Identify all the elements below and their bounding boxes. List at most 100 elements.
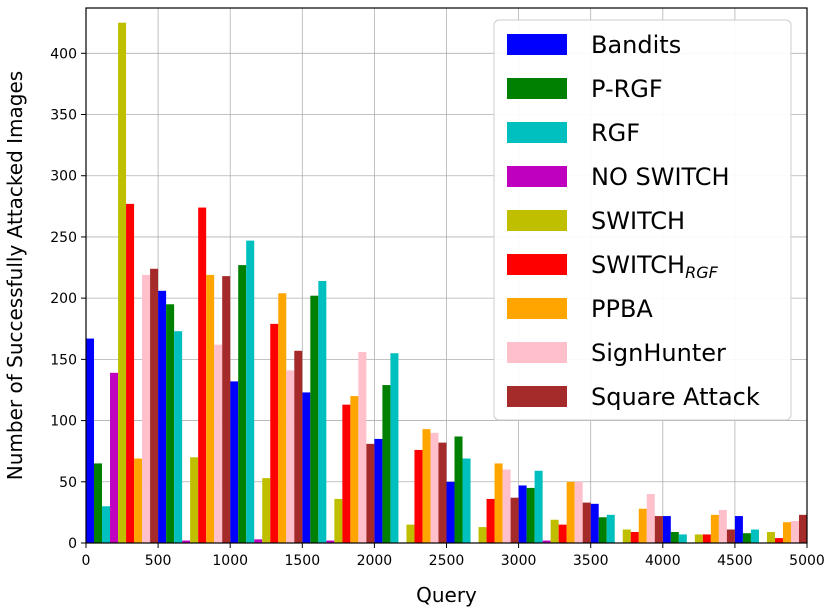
- x-tick-label: 3500: [573, 553, 609, 569]
- bar-switch-rgf: [774, 538, 783, 543]
- bar-square-attack: [798, 514, 807, 543]
- bar-square-attack: [582, 502, 591, 543]
- bar-switch-rgf: [558, 524, 567, 543]
- y-tick-label: 50: [59, 475, 77, 491]
- y-tick-label: 100: [50, 414, 77, 430]
- bar-rgf: [246, 240, 255, 543]
- bar-ppba: [278, 293, 287, 543]
- bar-ppba: [494, 463, 503, 543]
- bar-p-rgf: [742, 533, 751, 543]
- legend-label: Bandits: [591, 31, 681, 59]
- x-tick-label: 2000: [357, 553, 393, 569]
- bar-switch-rgf: [486, 498, 495, 543]
- bar-p-rgf: [454, 436, 463, 543]
- legend-swatch: [507, 386, 567, 407]
- legend-label: RGF: [591, 119, 640, 147]
- bar-p-rgf: [670, 531, 679, 543]
- bar-square-attack: [438, 442, 447, 543]
- bar-switch: [478, 527, 487, 543]
- legend-swatch: [507, 342, 567, 363]
- bar-signhunter: [574, 481, 583, 543]
- legend-label-text: P-RGF: [591, 75, 663, 103]
- legend-swatch: [507, 298, 567, 319]
- legend-swatch: [507, 122, 567, 143]
- bar-ppba: [566, 481, 575, 543]
- bar-square-attack: [150, 268, 159, 543]
- y-tick-label: 0: [68, 536, 77, 552]
- bar-bandits: [446, 481, 455, 543]
- legend-box: [493, 19, 792, 421]
- y-tick-label: 400: [50, 46, 77, 62]
- bar-bandits: [662, 516, 671, 543]
- bar-ppba: [782, 522, 791, 543]
- bar-p-rgf: [598, 517, 607, 543]
- legend-label: NO SWITCH: [591, 163, 730, 191]
- bar-ppba: [134, 458, 143, 543]
- bar-no-switch: [254, 539, 263, 543]
- x-tick-label: 1000: [212, 553, 248, 569]
- bar-ppba: [206, 274, 215, 543]
- bar-square-attack: [510, 497, 519, 543]
- bar-switch: [694, 534, 703, 543]
- y-tick-label: 350: [50, 108, 77, 124]
- bar-signhunter: [142, 274, 151, 543]
- bar-square-attack: [222, 276, 231, 543]
- bar-ppba: [710, 514, 719, 543]
- bar-signhunter: [718, 509, 727, 543]
- bar-signhunter: [430, 432, 439, 543]
- bar-no-switch: [542, 540, 551, 543]
- bar-rgf: [102, 506, 111, 543]
- bar-switch: [262, 478, 271, 543]
- x-tick-label: 0: [82, 553, 91, 569]
- legend-swatch: [507, 210, 567, 231]
- legend-label-text: SWITCH: [591, 251, 685, 279]
- legend-label-subscript: RGF: [685, 263, 719, 282]
- bar-switch-rgf: [414, 449, 423, 543]
- bar-rgf: [390, 353, 399, 543]
- y-axis-label: Number of Successfully Attacked Images: [3, 71, 27, 480]
- bar-p-rgf: [166, 304, 175, 543]
- x-tick-label: 4000: [645, 553, 681, 569]
- bar-ppba: [350, 396, 359, 543]
- bar-switch: [766, 531, 775, 543]
- bar-rgf: [318, 281, 327, 543]
- y-tick-label: 150: [50, 352, 77, 368]
- y-tick-label: 200: [50, 291, 77, 307]
- bar-switch-rgf: [342, 404, 351, 543]
- y-tick-label: 250: [50, 230, 77, 246]
- x-tick-label: 1500: [284, 553, 320, 569]
- bar-signhunter: [790, 520, 799, 543]
- bar-bandits: [518, 485, 527, 543]
- bar-switch: [334, 498, 343, 543]
- bar-switch-rgf: [270, 323, 279, 543]
- legend-label-text: PPBA: [591, 295, 653, 323]
- bar-bandits: [302, 392, 311, 543]
- legend-label: PPBA: [591, 295, 653, 323]
- bar-switch-rgf: [630, 531, 639, 543]
- bar-rgf: [678, 534, 687, 543]
- bar-switch-rgf: [702, 534, 711, 543]
- x-tick-label: 5000: [789, 553, 825, 569]
- bar-bandits: [734, 516, 743, 543]
- bars: [86, 22, 807, 543]
- bar-signhunter: [646, 494, 655, 543]
- x-tick-label: 4500: [717, 553, 753, 569]
- legend-label-text: SWITCH: [591, 207, 685, 235]
- bar-rgf: [750, 529, 759, 543]
- legend-label: SWITCH: [591, 207, 685, 235]
- bar-no-switch: [110, 372, 119, 543]
- bar-switch: [190, 457, 199, 543]
- x-tick-label: 3000: [501, 553, 537, 569]
- bar-rgf: [174, 331, 183, 543]
- bar-switch-rgf: [126, 203, 135, 543]
- bar-rgf: [606, 514, 615, 543]
- legend-label-text: NO SWITCH: [591, 163, 730, 191]
- ticks: 0 500 1000 1500 2000 2500 3000 3500 4000 4500 5000…: [50, 46, 825, 569]
- bar-switch: [622, 529, 631, 543]
- bar-square-attack: [726, 529, 735, 543]
- legend-label-text: Bandits: [591, 31, 681, 59]
- bar-p-rgf: [310, 295, 319, 543]
- legend-swatch: [507, 166, 567, 187]
- bar-no-switch: [326, 540, 335, 543]
